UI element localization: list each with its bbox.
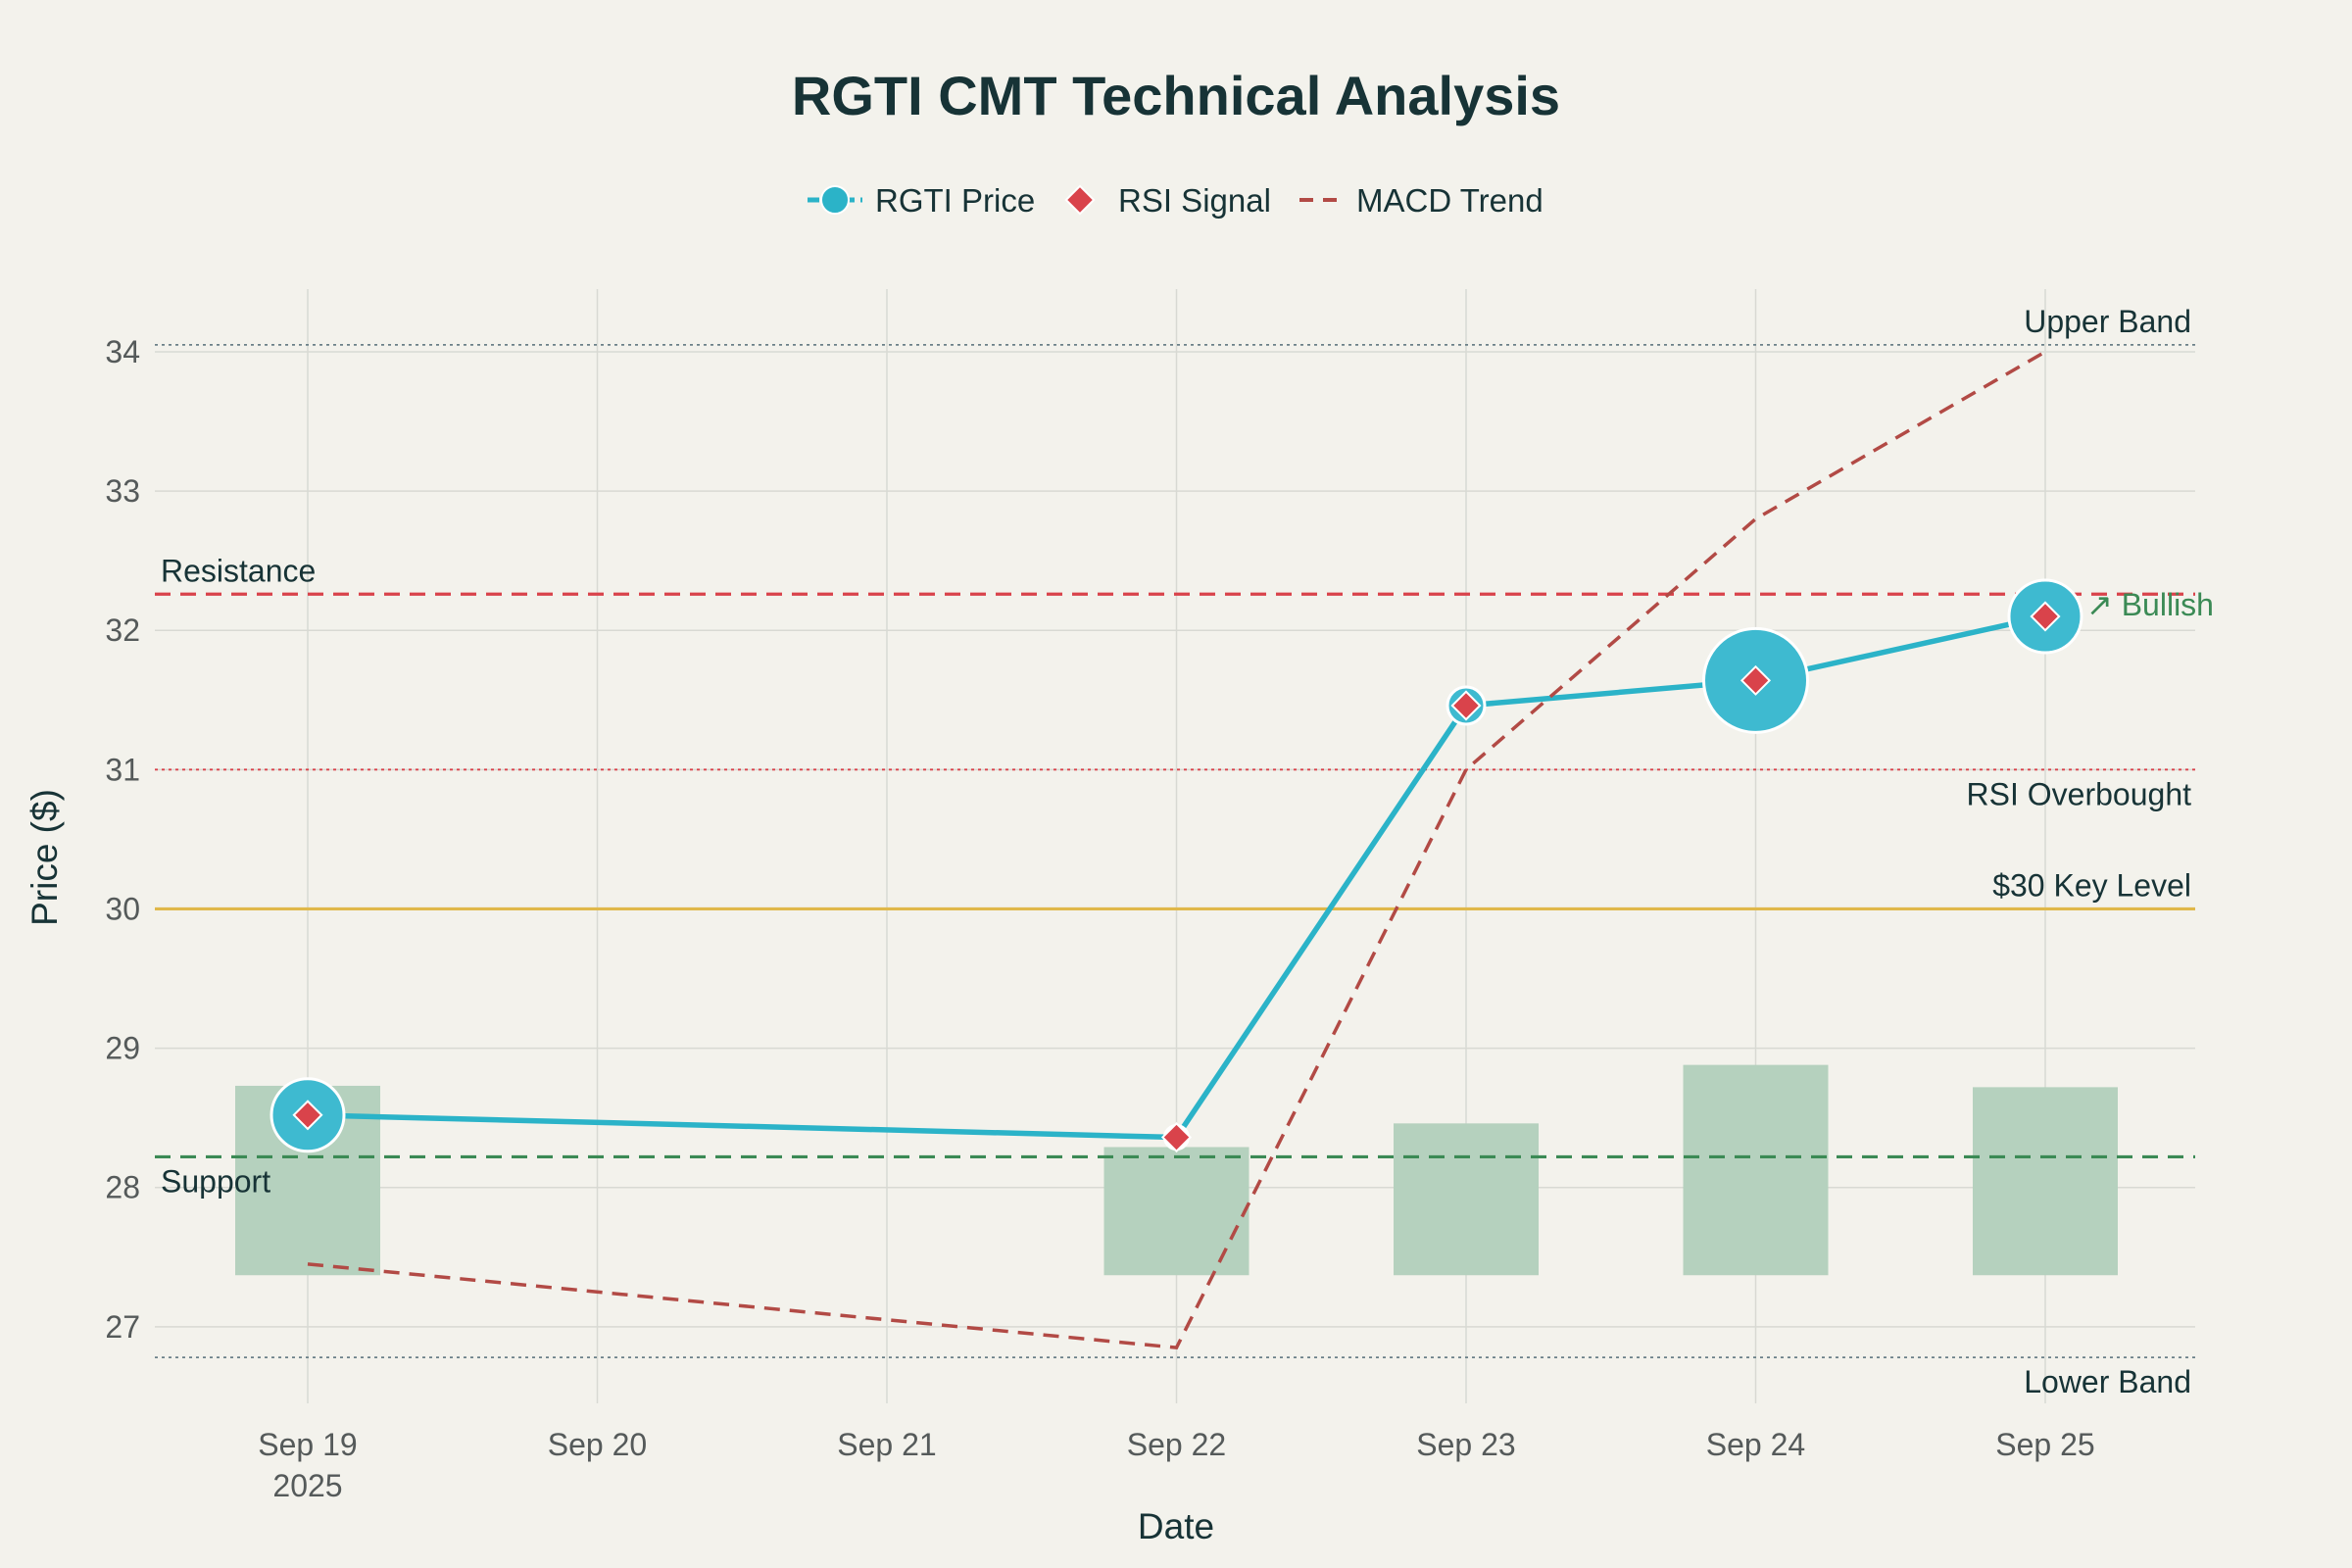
volume-bar bbox=[1683, 1064, 1829, 1276]
reference-line-label: Support bbox=[161, 1163, 270, 1199]
legend-rsi-marker bbox=[1064, 184, 1096, 216]
x-axis-label: Date bbox=[1138, 1506, 1214, 1546]
x-tick-label: Sep 23 bbox=[1416, 1427, 1515, 1462]
reference-line-label: Upper Band bbox=[2024, 304, 2191, 339]
y-axis-label: Price ($) bbox=[24, 789, 65, 926]
volume-bar bbox=[1103, 1147, 1250, 1276]
rsi-marker bbox=[292, 1100, 323, 1131]
volume-bar bbox=[1394, 1123, 1539, 1276]
y-tick-label: 33 bbox=[105, 473, 140, 509]
series bbox=[270, 350, 2083, 1350]
macd-line bbox=[307, 350, 2046, 1350]
y-tick-label: 34 bbox=[105, 334, 140, 369]
x-tick-label: Sep 24 bbox=[1706, 1427, 1805, 1462]
x-year-label: 2025 bbox=[272, 1468, 342, 1503]
rsi-marker bbox=[1160, 1121, 1193, 1153]
rsi-marker bbox=[2030, 601, 2061, 632]
volume-bars bbox=[235, 1064, 2118, 1276]
reference-line-label: $30 Key Level bbox=[1992, 867, 2191, 903]
x-tick-label: Sep 19 bbox=[258, 1427, 357, 1462]
y-tick-label: 31 bbox=[105, 752, 140, 787]
legend-macd-label: MACD Trend bbox=[1356, 182, 1544, 219]
y-tick-label: 30 bbox=[105, 891, 140, 926]
legend: RGTI Price RSI Signal MACD Trend bbox=[808, 182, 1544, 219]
y-tick-label: 28 bbox=[105, 1170, 140, 1205]
reference-lines: Upper Band Resistance RSI Overbought $30 Ke… bbox=[155, 304, 2195, 1399]
x-tick-label: Sep 22 bbox=[1127, 1427, 1226, 1462]
rsi-marker bbox=[1740, 664, 1772, 696]
legend-price-marker bbox=[820, 185, 850, 215]
tick-labels: 27 28 29 30 31 32 33 34 Sep 19 Sep 20 Sep 21 Sep 22… bbox=[105, 334, 2094, 1503]
reference-line-label: Resistance bbox=[161, 553, 316, 588]
bullish-annotation: ↗ Bullish bbox=[2086, 587, 2214, 622]
y-tick-label: 29 bbox=[105, 1031, 140, 1066]
volume-bar bbox=[1973, 1087, 2118, 1276]
chart-title: RGTI CMT Technical Analysis bbox=[792, 65, 1560, 126]
y-tick-label: 27 bbox=[105, 1309, 140, 1345]
legend-price-label: RGTI Price bbox=[875, 182, 1035, 219]
annotations: ↗ Bullish bbox=[2086, 587, 2214, 622]
y-tick-label: 32 bbox=[105, 612, 140, 648]
reference-line-label: Lower Band bbox=[2024, 1364, 2191, 1399]
x-tick-label: Sep 21 bbox=[837, 1427, 936, 1462]
rsi-marker bbox=[1450, 690, 1482, 721]
reference-line-label: RSI Overbought bbox=[1967, 776, 2192, 811]
x-tick-label: Sep 25 bbox=[1995, 1427, 2094, 1462]
x-tick-label: Sep 20 bbox=[548, 1427, 647, 1462]
legend-rsi-label: RSI Signal bbox=[1118, 182, 1271, 219]
